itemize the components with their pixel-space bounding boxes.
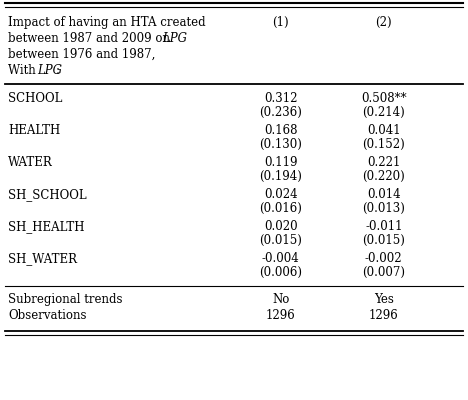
Text: -0.011: -0.011: [365, 220, 402, 233]
Text: between 1976 and 1987,: between 1976 and 1987,: [8, 48, 155, 61]
Text: SH_WATER: SH_WATER: [8, 252, 77, 265]
Text: 1296: 1296: [369, 309, 399, 322]
Text: (1): (1): [272, 16, 289, 29]
Text: :: :: [56, 64, 60, 77]
Text: SH_HEALTH: SH_HEALTH: [8, 220, 85, 233]
Text: 0.508**: 0.508**: [361, 92, 407, 105]
Text: -0.004: -0.004: [262, 252, 300, 265]
Text: LPG: LPG: [37, 64, 62, 77]
Text: (0.013): (0.013): [362, 202, 405, 215]
Text: (0.007): (0.007): [362, 266, 405, 279]
Text: 0.020: 0.020: [264, 220, 298, 233]
Text: (0.236): (0.236): [259, 106, 302, 119]
Text: LPG: LPG: [162, 32, 187, 45]
Text: (0.015): (0.015): [362, 234, 405, 247]
Text: HEALTH: HEALTH: [8, 124, 60, 137]
Text: 1296: 1296: [266, 309, 296, 322]
Text: (0.214): (0.214): [362, 106, 405, 119]
Text: 0.312: 0.312: [264, 92, 298, 105]
Text: (0.130): (0.130): [259, 138, 302, 151]
Text: (0.016): (0.016): [259, 202, 302, 215]
Text: With: With: [8, 64, 39, 77]
Text: 0.024: 0.024: [264, 188, 298, 201]
Text: (0.220): (0.220): [362, 170, 405, 183]
Text: SCHOOL: SCHOOL: [8, 92, 62, 105]
Text: SH_SCHOOL: SH_SCHOOL: [8, 188, 87, 201]
Text: 0.119: 0.119: [264, 156, 298, 169]
Text: 0.168: 0.168: [264, 124, 298, 137]
Text: Subregional trends: Subregional trends: [8, 293, 123, 306]
Text: -0.002: -0.002: [365, 252, 402, 265]
Text: 0.221: 0.221: [367, 156, 401, 169]
Text: (2): (2): [375, 16, 392, 29]
Text: Impact of having an HTA created: Impact of having an HTA created: [8, 16, 205, 29]
Text: 0.041: 0.041: [367, 124, 401, 137]
Text: No: No: [272, 293, 290, 306]
Text: Observations: Observations: [8, 309, 87, 322]
Text: 0.014: 0.014: [367, 188, 401, 201]
Text: between 1987 and 2009 on: between 1987 and 2009 on: [8, 32, 174, 45]
Text: WATER: WATER: [8, 156, 53, 169]
Text: Yes: Yes: [374, 293, 394, 306]
Text: (0.194): (0.194): [259, 170, 302, 183]
Text: (0.006): (0.006): [259, 266, 302, 279]
Text: (0.152): (0.152): [362, 138, 405, 151]
Text: (0.015): (0.015): [259, 234, 302, 247]
